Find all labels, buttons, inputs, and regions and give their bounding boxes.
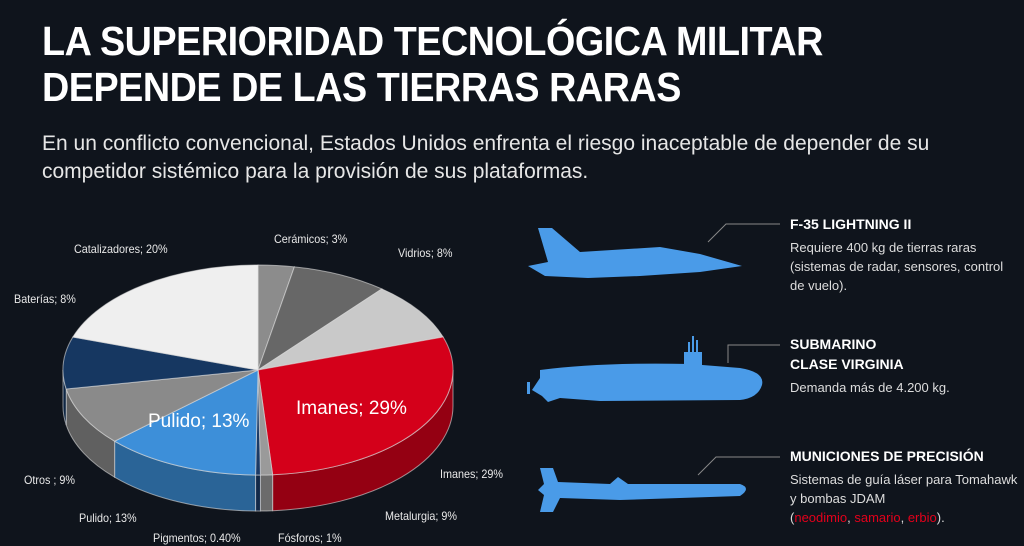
inner-label-pulido: Pulido; 13% [148,411,250,432]
pie-slice-pulido [113,369,259,476]
label-metalurgia: Metalurgia; 9% [385,509,458,523]
label-vidrios: Vidrios; 8% [398,246,453,260]
element-samario: samario [854,510,901,525]
label-otros: Otros ; 9% [24,473,76,487]
label-fosforos: Fósforos; 1% [278,531,342,545]
label-catalizadores: Catalizadores; 20% [74,242,168,256]
label-baterias: Baterías; 8% [14,292,76,306]
label-pulido: Pulido; 13% [79,511,137,525]
subtitle: En un conflicto convencional, Estados Un… [42,132,930,183]
page-title: LA SUPERIORIDAD TECNOLÓGICA MILITAR DEPE… [42,18,823,110]
missile-icon [538,468,746,512]
pie-slice-baterías [62,336,259,390]
element-erbio: erbio [907,510,937,525]
inner-label-imanes: Imanes; 29% [296,398,407,419]
pie-slice-vidrios [257,266,383,372]
element-neodimio: neodimio [794,510,848,525]
pie-slice-otros [65,369,259,442]
platform-f35: F-35 LIGHTNING II Requiere 400 kg de tie… [790,216,1004,293]
label-imanes: Imanes; 29% [440,467,504,481]
platform-munitions: MUNICIONES DE PRECISIÓN Sistemas de guía… [790,448,1018,525]
pie-slice-metalurgia [257,288,444,371]
fighter-jet-icon [528,228,742,278]
label-ceramicos: Cerámicos; 3% [274,232,348,246]
label-pigmentos: Pigmentos; 0.40% [153,531,241,545]
platform-submarine: SUBMARINO CLASE VIRGINIA Demanda más de … [790,336,950,395]
submarine-icon [527,336,763,402]
pie-slice-catalizadores [72,264,259,371]
pie-slice-imanes [257,336,454,476]
